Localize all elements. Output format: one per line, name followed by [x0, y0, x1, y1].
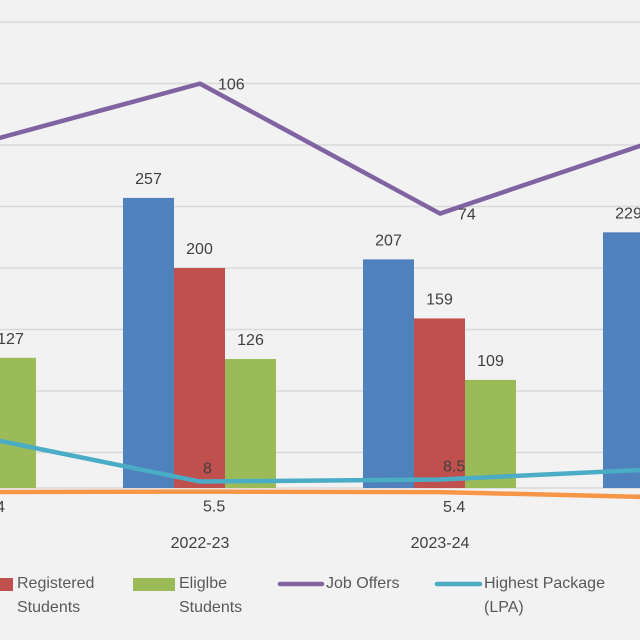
series-line — [0, 438, 640, 484]
bar — [174, 268, 225, 488]
legend-label-line1: Registered — [17, 575, 95, 592]
series-line — [0, 489, 640, 500]
bar-data-label: 159 — [426, 291, 453, 308]
legend-label-highest-package: Highest Package (LPA) — [484, 572, 605, 620]
legend-label-line2: Students — [179, 599, 243, 616]
bar-data-label: 126 — [237, 332, 264, 349]
bar — [0, 357, 36, 488]
x-tick-label: 2023-24 — [411, 535, 470, 552]
plot-area — [0, 197, 640, 488]
legend-label-line2: Students — [17, 599, 81, 616]
bar-data-label: 200 — [186, 241, 213, 258]
series-line — [0, 81, 640, 216]
line-data-label: 5.4 — [443, 499, 465, 516]
legend-label-line1: Eliglbe — [179, 575, 228, 592]
bar-data-label: 229 — [615, 205, 640, 222]
legend-label-eligible: Eliglbe Students — [179, 572, 242, 620]
line-data-label: 8 — [203, 461, 212, 478]
line-data-label: 74 — [458, 207, 476, 224]
line-data-label: 4 — [0, 499, 5, 516]
line-data-label: 106 — [218, 77, 245, 94]
legend-label-line1: Job Offers — [326, 575, 400, 592]
bar-data-label: 109 — [477, 353, 504, 370]
legend-label-job-offers: Job Offers — [326, 572, 400, 596]
x-tick-label: 2022-23 — [171, 535, 230, 552]
bar-data-label: 207 — [375, 232, 402, 249]
bar — [414, 318, 465, 488]
legend-swatch — [133, 578, 175, 591]
bar-data-label: 127 — [0, 331, 24, 348]
bar — [123, 197, 174, 488]
bar — [603, 232, 640, 488]
legend-label-registered: Registered Students — [17, 572, 94, 620]
bar — [225, 359, 276, 488]
bar — [363, 259, 414, 488]
line-data-label: 5.5 — [203, 499, 225, 516]
bar-data-label: 257 — [135, 171, 162, 188]
line-data-label: 8.5 — [443, 458, 465, 475]
legend-swatch — [0, 578, 13, 591]
legend-label-line1: Highest Package — [484, 575, 605, 592]
bar — [465, 379, 516, 488]
legend-label-line2: (LPA) — [484, 599, 524, 616]
